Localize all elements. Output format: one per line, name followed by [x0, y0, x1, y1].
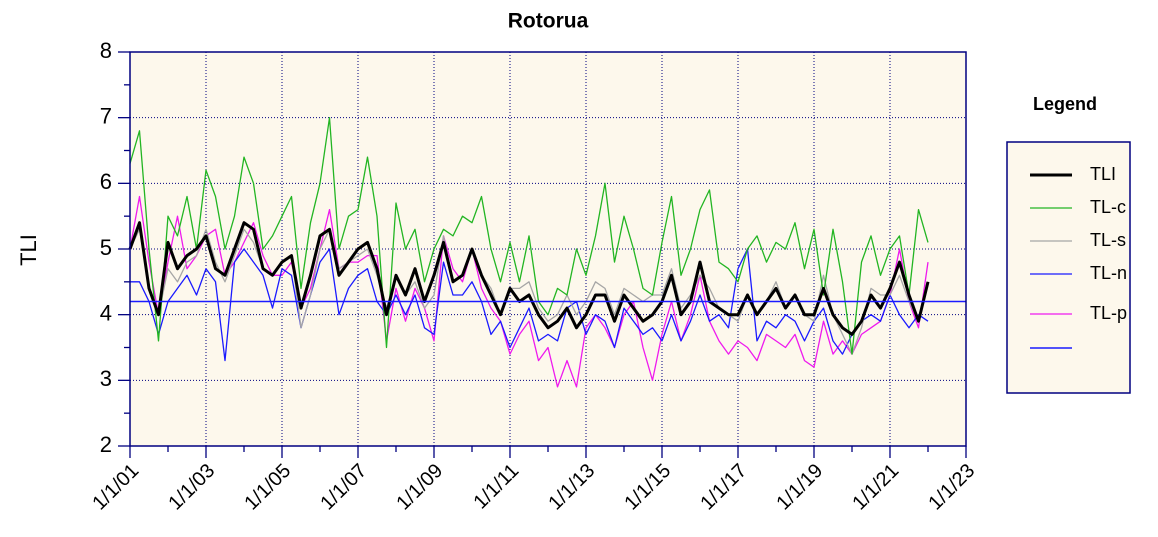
series-line	[129, 117, 929, 355]
legend-label: TL-n	[1090, 263, 1127, 283]
y-tick-label: 2	[100, 432, 112, 457]
x-tick-label: 1/1/17	[696, 460, 751, 515]
x-tick-label: 1/1/15	[620, 460, 675, 515]
legend-label: TL-p	[1090, 303, 1127, 323]
legend-title: Legend	[1033, 94, 1097, 114]
plot-border	[129, 51, 967, 447]
series-line	[129, 195, 929, 388]
legend-label: TLI	[1090, 164, 1116, 184]
x-tick-label: 1/1/01	[88, 460, 143, 515]
y-tick-label: 5	[100, 235, 112, 260]
x-tick-label: 1/1/03	[164, 460, 219, 515]
legend-label: TL-s	[1090, 230, 1126, 250]
legend-label: TL-c	[1090, 197, 1126, 217]
chart-title: Rotorua	[508, 10, 589, 33]
y-tick-label: 3	[100, 366, 112, 391]
series-line	[128, 221, 930, 336]
y-axis-label: TLI	[16, 234, 41, 266]
y-tick-label: 6	[100, 169, 112, 194]
x-tick-label: 1/1/11	[469, 460, 523, 514]
y-tick-label: 7	[100, 103, 112, 128]
x-tick-label: 1/1/21	[848, 460, 903, 515]
y-tick-label: 8	[100, 38, 112, 63]
x-tick-label: 1/1/23	[924, 460, 979, 515]
x-tick-label: 1/1/07	[316, 460, 371, 515]
series-line	[130, 248, 929, 362]
y-tick-label: 4	[100, 300, 112, 325]
x-tick-label: 1/1/05	[240, 460, 295, 515]
x-tick-label: 1/1/19	[772, 460, 827, 515]
x-tick-label: 1/1/09	[392, 460, 447, 515]
x-tick-label: 1/1/13	[544, 460, 599, 515]
legend-box	[1006, 141, 1131, 394]
